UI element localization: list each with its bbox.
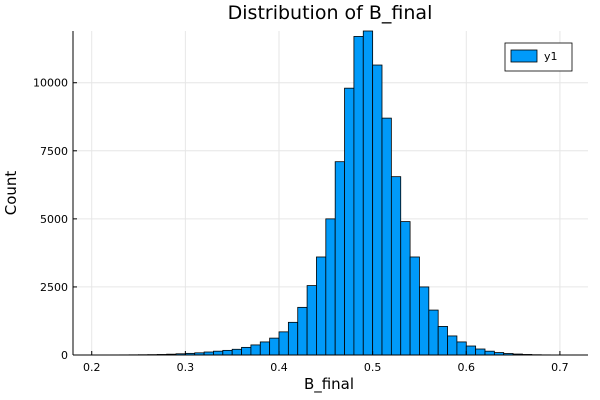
histogram-bar: [437, 326, 448, 356]
histogram-bar: [213, 350, 224, 356]
legend: y1: [504, 42, 573, 72]
legend-label: y1: [544, 50, 558, 63]
histogram-bar: [287, 321, 299, 356]
x-tick-label: 0.4: [270, 361, 288, 374]
x-tick-label: 0.6: [458, 361, 476, 374]
histogram-bar: [484, 350, 495, 356]
histogram-bar: [334, 161, 345, 356]
histogram-bar: [241, 346, 252, 356]
tick-layer: 0.2 0.3 0.4 0.5 0.6 0.7 0 2500 5000 7500 10000: [33, 77, 569, 374]
y-tick-label: 2500: [40, 281, 68, 294]
histogram-bar: [306, 285, 317, 356]
y-tick-label: 10000: [33, 77, 68, 90]
histogram-bar: [400, 221, 411, 356]
histogram-bar: [344, 87, 355, 356]
histogram-bar: [222, 349, 233, 356]
x-axis-label: B_final: [304, 375, 354, 394]
histogram-bar: [250, 344, 261, 356]
histogram-bar: [353, 36, 364, 356]
y-tick-label: 5000: [40, 213, 68, 226]
y-tick-label: 0: [61, 349, 68, 362]
histogram-bar: [278, 331, 289, 356]
histogram-bar: [325, 218, 336, 356]
axis-layer: [72, 31, 588, 356]
histogram-bar: [409, 256, 420, 356]
x-tick-label: 0.5: [364, 361, 382, 374]
y-tick-label: 7500: [40, 145, 68, 158]
histogram-bar: [419, 286, 430, 356]
x-tick-label: 0.2: [83, 361, 101, 374]
histogram-bar: [316, 256, 327, 356]
histogram-bar: [390, 176, 402, 356]
histogram-bar: [381, 117, 392, 356]
histogram-bar: [447, 335, 458, 356]
x-tick-label: 0.3: [177, 361, 195, 374]
histogram-bar: [456, 341, 467, 356]
x-tick-label: 0.7: [551, 361, 569, 374]
histogram-bar: [362, 30, 374, 356]
histogram-bar: [259, 341, 271, 356]
histogram-bar: [465, 345, 477, 356]
histogram-bar: [428, 309, 439, 356]
legend-swatch: [510, 49, 538, 63]
histogram-bar: [372, 64, 383, 356]
chart-title: Distribution of B_final: [228, 2, 433, 24]
histogram-bar: [475, 348, 486, 356]
histogram-bar: [297, 306, 308, 356]
bar-layer: [91, 30, 561, 356]
histogram-bar: [269, 337, 280, 356]
y-axis-label: Count: [2, 171, 20, 216]
histogram-bar: [231, 348, 242, 356]
